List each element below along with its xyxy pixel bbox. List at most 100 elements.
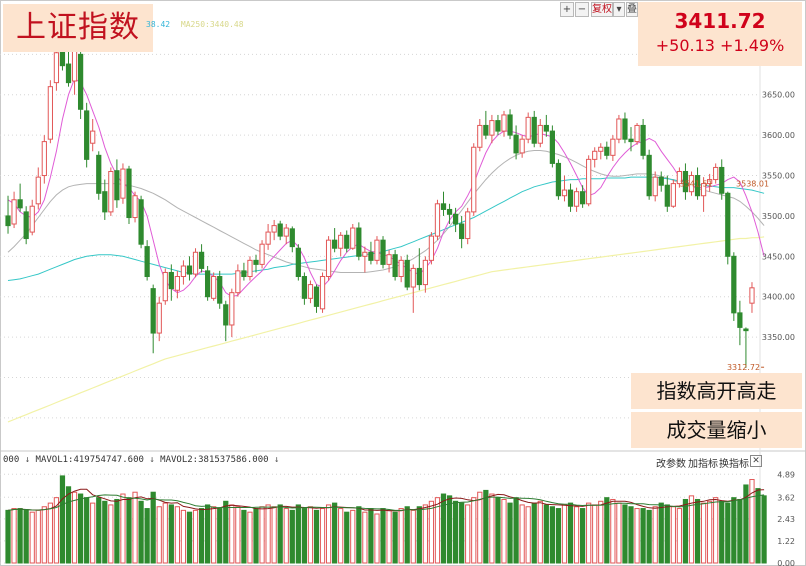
volume-bar [295,504,301,564]
volume-bar [628,506,634,564]
zoom-in-button[interactable]: + [560,2,574,17]
volume-bar [580,508,586,564]
overlay-button[interactable]: 叠 [626,2,638,17]
volume-bar [604,497,610,564]
volume-bar [434,497,441,564]
volume-bar [404,506,410,564]
candle-up [265,231,271,245]
mavol2-label: MAVOL2:381537586.000 [160,455,269,465]
index-title: 上证指数 [3,4,153,52]
candle-up [319,276,326,310]
candle-down [253,259,259,265]
candle-down [313,286,320,307]
candle-down [198,251,205,269]
volume-bar [440,493,447,564]
candle-up [162,271,168,302]
add-indicator-link[interactable]: 加指标 [688,459,718,470]
candle-down [543,124,549,132]
volume-bar [162,502,168,564]
switch-indicator-link[interactable]: 换指标 [719,459,749,470]
volume-bar [483,489,489,564]
chevron-down-icon[interactable]: ▾ [613,2,625,17]
candle-down [217,276,223,304]
candle-up [325,239,332,278]
volume-bar [5,509,11,564]
ma5-line [7,77,765,298]
volume-bar [53,497,60,564]
volume-bar [737,498,743,564]
volume-bar [719,500,725,564]
volume-bar [676,508,683,564]
price-axis-labels: 3700.003650.003600.003550.003500.003450.… [762,50,795,423]
current-price: 3411.72 [674,9,766,33]
volume-tick-label: 2.43 [777,515,795,524]
candle-up [362,251,368,257]
volume-bar [17,508,23,564]
volume-bar [313,509,320,564]
volume-bar [652,506,658,564]
price-annotation: 3538.01 [736,179,769,188]
volume-bar [622,504,628,564]
volume-bar [688,495,695,564]
volume-bar [519,504,525,564]
volume-bar [670,506,676,564]
candle-down [344,234,350,249]
candle-up [229,292,235,326]
volume-legend-prefix: 000 [3,455,20,465]
candle-down [640,124,646,156]
candle-up [192,251,199,275]
candle-up [350,227,356,249]
volume-bar [598,500,604,564]
candle-up [471,146,477,213]
candle-down [59,49,66,67]
candle-up [120,168,126,199]
edit-params-link[interactable]: 改参数 [656,459,686,470]
candle-down [483,124,489,136]
candle-down [84,110,90,160]
volume-bar [416,506,422,564]
candle-down [719,166,725,194]
candle-up [519,138,525,154]
price-change: +50.13 +1.49% [655,36,785,55]
candle-down [513,134,519,154]
volume-bar [368,508,374,564]
candle-down [102,191,108,213]
volume-bar [374,513,380,564]
candle-up [29,205,35,233]
ma10-line [7,176,765,281]
volume-bar [465,504,471,564]
candle-down [301,276,308,299]
adjust-select[interactable]: 复权 [591,2,613,17]
volume-bar [501,498,507,564]
volume-bar [108,504,114,564]
volume-bar [446,495,453,564]
volume-bar [543,504,549,564]
volume-bar [573,506,580,564]
volume-bar [325,504,332,564]
volume-axis-labels: 4.89 3.62 2.43 1.22 0.00 [777,470,795,566]
price-tick-label: 3400.00 [762,293,795,302]
volume-bar [241,509,247,564]
volume-bar [138,500,144,564]
volume-tick-label: 0.00 [777,559,795,566]
volume-bar [120,493,126,564]
volume-bar [410,509,416,564]
candle-down [356,227,362,257]
volume-bar [35,509,41,564]
volume-bar [41,506,47,564]
volume-bar [338,508,344,564]
candle-down [5,215,11,227]
candle-down [567,189,574,207]
candle-down [96,154,102,194]
volume-bar [23,509,29,564]
volume-bar [235,506,241,564]
zoom-out-button[interactable]: − [575,2,589,17]
volume-bar [114,498,120,564]
candle-up [501,114,507,132]
close-icon[interactable]: ✕ [750,455,762,467]
volume-bar [192,509,199,564]
candle-down [392,254,398,278]
candle-down [368,251,374,261]
candle-down [628,138,634,143]
